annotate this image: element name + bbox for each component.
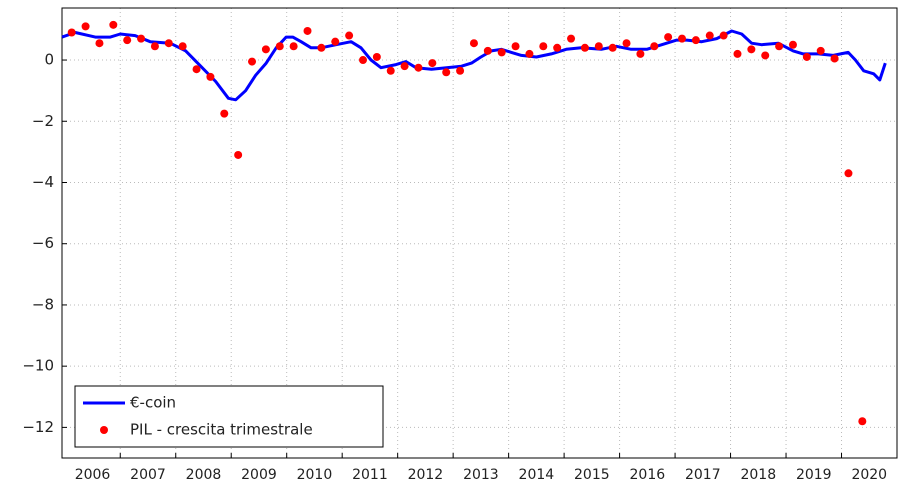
point xyxy=(248,57,257,66)
point xyxy=(788,40,797,49)
point xyxy=(539,42,548,51)
legend-dot xyxy=(100,426,108,434)
point xyxy=(594,42,603,51)
point xyxy=(358,56,367,65)
x-tick-label: 2006 xyxy=(75,467,111,483)
x-tick-label: 2017 xyxy=(685,467,721,483)
y-tick-label: −4 xyxy=(32,173,54,191)
plot-frame xyxy=(61,7,898,459)
point xyxy=(275,42,284,51)
legend-label: €-coin xyxy=(130,394,176,412)
point xyxy=(123,36,132,45)
x-tick-label: 2019 xyxy=(796,467,832,483)
point xyxy=(511,42,520,51)
y-tick-label: −8 xyxy=(32,295,54,313)
point xyxy=(345,31,354,40)
point xyxy=(830,54,839,63)
x-tick-label: 2010 xyxy=(297,467,333,483)
point xyxy=(95,39,104,48)
point xyxy=(622,39,631,48)
y-tick-label: 0 xyxy=(44,51,54,69)
x-tick-label: 2016 xyxy=(630,467,666,483)
x-tick-label: 2012 xyxy=(408,467,444,483)
point xyxy=(802,52,811,61)
point xyxy=(775,42,784,51)
legend-label: PIL - crescita trimestrale xyxy=(130,421,313,439)
point xyxy=(442,68,451,77)
point xyxy=(844,169,853,178)
x-tick-label: 2014 xyxy=(519,467,555,483)
point xyxy=(636,49,645,58)
point xyxy=(747,45,756,54)
point xyxy=(525,49,534,58)
y-tick-label: −10 xyxy=(22,357,54,375)
point xyxy=(234,150,243,159)
x-tick-label: 2007 xyxy=(130,467,166,483)
point xyxy=(553,43,562,52)
point xyxy=(386,66,395,75)
point xyxy=(372,52,381,61)
point xyxy=(497,48,506,57)
point xyxy=(858,417,867,426)
x-tick-label: 2015 xyxy=(574,467,610,483)
point xyxy=(733,49,742,58)
x-tick-label: 2011 xyxy=(352,467,388,483)
point xyxy=(414,63,423,72)
point xyxy=(483,46,492,55)
point xyxy=(469,39,478,48)
line-series xyxy=(61,29,887,102)
point xyxy=(137,34,146,43)
point xyxy=(678,34,687,43)
point xyxy=(67,28,76,37)
point xyxy=(650,42,659,51)
point xyxy=(178,42,187,51)
legend-box xyxy=(74,385,384,448)
point xyxy=(206,72,215,81)
point xyxy=(567,34,576,43)
point xyxy=(303,26,312,35)
point xyxy=(220,109,229,118)
point xyxy=(261,45,270,54)
y-tick-label: −2 xyxy=(32,112,54,130)
point xyxy=(691,36,700,45)
point xyxy=(816,46,825,55)
point xyxy=(150,42,159,51)
y-tick-label: −12 xyxy=(22,418,54,436)
y-tick-label: −6 xyxy=(32,234,54,252)
point xyxy=(705,31,714,40)
point xyxy=(456,66,465,75)
point xyxy=(317,43,326,52)
point xyxy=(664,33,673,42)
x-tick-label: 2013 xyxy=(463,467,499,483)
x-tick-label: 2008 xyxy=(186,467,222,483)
point xyxy=(109,20,118,29)
point xyxy=(608,43,617,52)
x-tick-label: 2020 xyxy=(851,467,887,483)
point xyxy=(400,62,409,71)
point xyxy=(331,37,340,46)
point xyxy=(719,31,728,40)
point xyxy=(164,39,173,48)
point xyxy=(81,22,90,31)
x-tick-label: 2018 xyxy=(740,467,776,483)
point xyxy=(761,51,770,60)
x-tick-label: 2009 xyxy=(241,467,277,483)
point xyxy=(580,43,589,52)
point xyxy=(192,65,201,74)
point xyxy=(428,59,437,68)
point xyxy=(289,42,298,51)
